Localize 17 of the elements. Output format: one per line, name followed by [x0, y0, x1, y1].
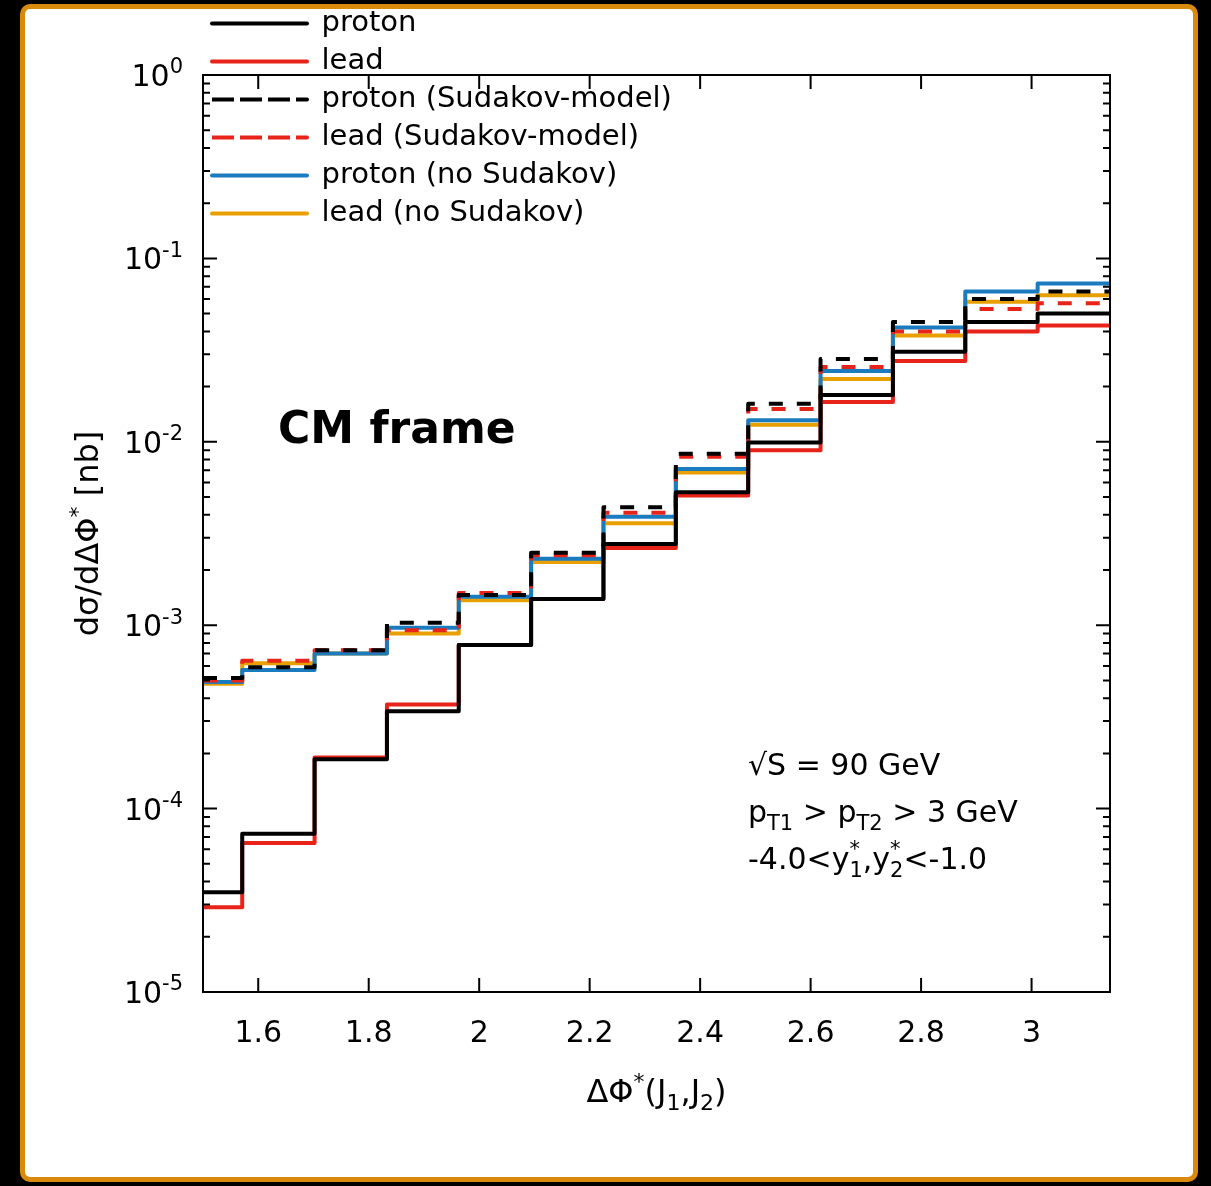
legend-label: proton (no Sudakov) — [321, 156, 618, 191]
x-tick-label: 2.8 — [897, 1014, 945, 1049]
x-tick-label: 2.4 — [676, 1014, 724, 1049]
legend-label: lead (Sudakov-model) — [321, 118, 640, 153]
x-tick-label: 2.6 — [786, 1014, 835, 1049]
legend-label: lead — [321, 42, 384, 77]
legend-label: proton (Sudakov-model) — [321, 80, 672, 115]
annotation: √S = 90 GeV — [748, 747, 941, 782]
legend-label: lead (no Sudakov) — [321, 194, 585, 229]
legend-label: proton — [321, 4, 417, 39]
x-tick-label: 1.6 — [234, 1014, 283, 1049]
annotation: CM frame — [278, 402, 516, 453]
x-tick-label: 3 — [1022, 1014, 1042, 1049]
x-tick-label: 2 — [469, 1014, 489, 1049]
x-tick-label: 2.2 — [565, 1014, 614, 1049]
y-axis-title: dσ/dΔΦ* [nb] — [64, 430, 106, 637]
x-tick-label: 1.8 — [344, 1014, 393, 1049]
